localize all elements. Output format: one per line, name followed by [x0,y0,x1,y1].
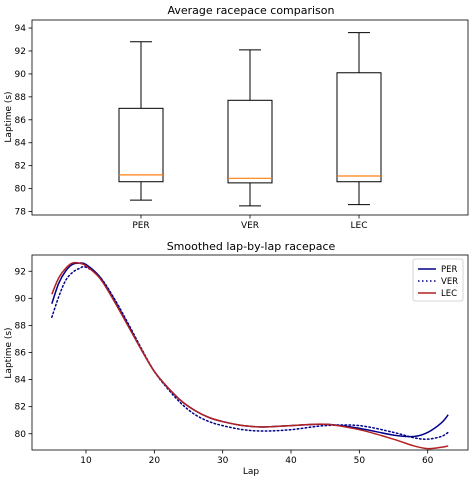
line-chart-title: Smoothed lap-by-lap racepace [167,240,336,253]
x-tick-label: 10 [80,456,92,466]
legend-label-per: PER [441,265,457,275]
x-tick-label: LEC [351,221,368,231]
y-tick-label: 80 [15,430,27,440]
x-tick-label: 50 [354,456,366,466]
x-tick-label: 60 [422,456,434,466]
x-tick-label: 20 [149,456,161,466]
y-tick-label: 82 [15,162,26,172]
x-tick-label: VER [241,221,259,231]
box-lec [336,32,382,206]
box-chart-frame [31,19,469,216]
x-tick-label: 30 [217,456,229,466]
y-tick-label: 90 [15,70,27,80]
series-line-lec [51,261,449,450]
line-chart-ticks: 10 20 30 40 50 60 80 82 84 86 88 90 92 [15,267,434,466]
y-tick-label: 90 [15,294,27,304]
line-chart-marks [51,261,449,450]
box-plot-chart: Average racepace comparison Laptime (s) … [4,4,469,231]
box-chart-title: Average racepace comparison [167,4,334,17]
line-chart-ylabel: Laptime (s) [4,327,14,378]
y-tick-label: 78 [15,208,27,218]
legend-label-lec: LEC [441,289,457,299]
y-tick-label: 88 [15,93,27,103]
legend: PER VER LEC [412,258,464,302]
line-chart: Smoothed lap-by-lap racepace Lap Laptime… [4,240,469,477]
box-chart-ticks: 78 80 82 84 86 88 90 92 94 PER VER LEC [15,24,368,231]
y-tick-label: 92 [15,267,26,277]
x-tick-label: 40 [285,456,297,466]
box-ver [227,49,273,207]
y-tick-label: 86 [15,349,27,359]
box-body [336,72,382,183]
y-tick-label: 82 [15,403,26,413]
box-per [118,41,164,201]
line-chart-xlabel: Lap [243,467,260,477]
line-chart-frame [31,254,469,451]
box-chart-ylabel: Laptime (s) [4,91,14,142]
y-tick-label: 84 [15,376,27,386]
box-body [118,107,164,183]
legend-label-ver: VER [441,277,458,287]
x-tick-label: PER [132,221,149,231]
y-tick-label: 94 [15,24,27,34]
y-tick-label: 92 [15,47,26,57]
box-chart-marks [118,32,382,207]
y-tick-label: 80 [15,185,27,195]
box-body [227,99,273,184]
y-tick-label: 84 [15,139,27,149]
y-tick-label: 86 [15,116,27,126]
y-tick-label: 88 [15,321,27,331]
